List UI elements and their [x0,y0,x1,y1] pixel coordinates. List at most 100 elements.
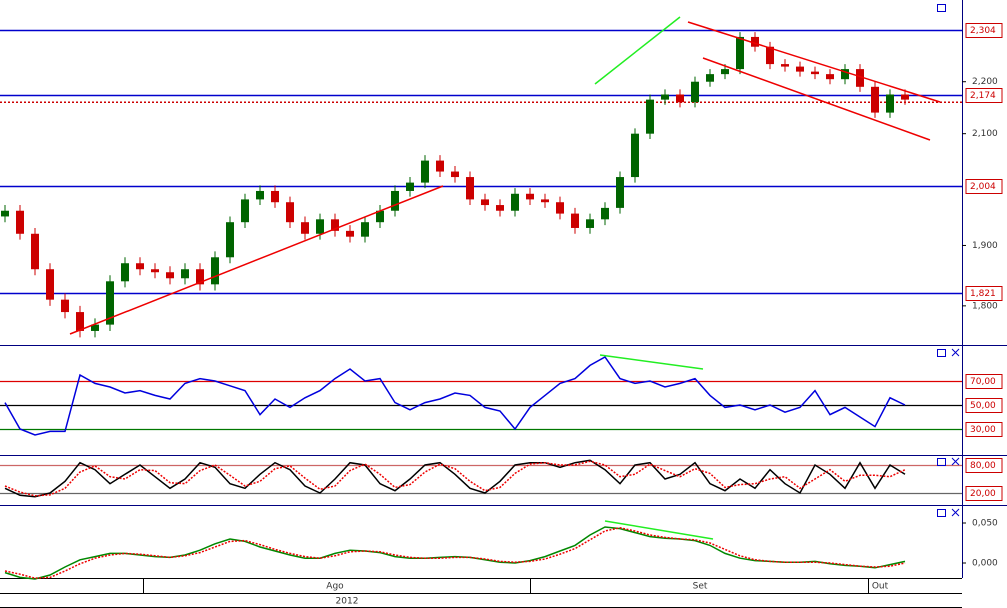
candle-body [631,133,639,178]
candle-body [526,193,534,200]
indicator-line [4,527,906,579]
level-label: 2,174 [970,91,996,101]
candle-body [346,230,354,237]
candle-body [106,281,114,325]
candle-body [31,233,39,270]
candle-body [721,69,729,75]
candle-body [151,269,159,273]
candle-body [706,74,714,82]
candle-body [181,269,189,279]
indicator-line [4,526,906,580]
candle-body [76,312,84,331]
candle-body [541,199,549,203]
trendline [687,21,941,103]
candle-body [691,81,699,103]
candle-body [226,222,234,258]
close-button[interactable] [951,508,960,517]
trendline [599,354,704,370]
candle-body [301,222,309,234]
candle-body [616,177,624,208]
candle-body [646,99,654,134]
candle-body [781,64,789,67]
candle-body [376,210,384,223]
candle-body [571,213,579,228]
candle-body [286,202,294,223]
candle-body [466,177,474,200]
trendline [604,520,714,540]
candle-body [316,219,324,234]
candle-body [556,202,564,214]
candle-body [136,263,144,270]
candle-body [496,205,504,211]
candle-body [601,207,609,220]
candle-body [661,94,669,100]
candle-body [886,94,894,113]
candle-body [871,86,879,113]
candle-body [451,171,459,178]
indicator-line [4,459,906,498]
y-tick-label: 0,050 [972,519,998,529]
year-label: 2012 [336,597,359,607]
candle-body [241,199,249,223]
level-label: 1,821 [970,289,996,299]
candle-body [166,272,174,279]
close-button[interactable] [951,457,960,466]
candle-body [406,182,414,191]
frame [0,0,1007,578]
y-tick-label: 1,900 [972,241,998,251]
candle-body [901,94,909,100]
candle-body [16,210,24,234]
candle-body [211,257,219,285]
candle-body [736,36,744,70]
trendline [702,57,931,141]
level-label: 30,00 [970,425,996,435]
level-label: 70,00 [970,377,996,387]
level-label: 20,00 [970,489,996,499]
level-box [965,398,1003,413]
candle-body [61,299,69,313]
level-box [965,23,1003,38]
candle-body [196,269,204,285]
y-tick-label: 0,000 [972,559,998,569]
level-box [965,458,1003,473]
trendline [69,185,444,335]
level-label: 2,004 [970,182,996,192]
close-button[interactable] [951,348,960,357]
panel-button[interactable] [937,349,946,357]
candle-body [856,69,864,87]
candle-body [481,199,489,206]
candle-body [766,46,774,65]
month-label: Set [693,582,708,592]
panel-button[interactable] [937,4,946,12]
y-tick-label: 1,800 [972,301,998,311]
y-tick-label: 2,100 [972,129,998,139]
panel-button[interactable] [937,509,946,517]
indicator-line [4,460,906,497]
candle-body [46,269,54,300]
candle-body [421,160,429,183]
panel-icons[interactable] [937,4,960,517]
candle-body [361,222,369,237]
level-label: 2,304 [970,26,996,36]
panel-button[interactable] [937,458,946,466]
candle-body [811,71,819,75]
candle-body [436,160,444,172]
candle-body [676,94,684,103]
indicator-line [4,356,906,436]
candle-body [271,190,279,203]
candle-body [841,69,849,80]
candle-body [91,324,99,331]
level-box [965,286,1003,301]
candle-body [796,66,804,72]
candle-body [511,193,519,211]
month-label: Out [872,582,889,592]
candle-body [586,219,594,228]
candle-body [391,190,399,211]
level-label: 50,00 [970,401,996,411]
candle-body [256,190,264,200]
level-box [965,88,1003,103]
month-label: Ago [326,582,344,592]
level-box [965,374,1003,389]
